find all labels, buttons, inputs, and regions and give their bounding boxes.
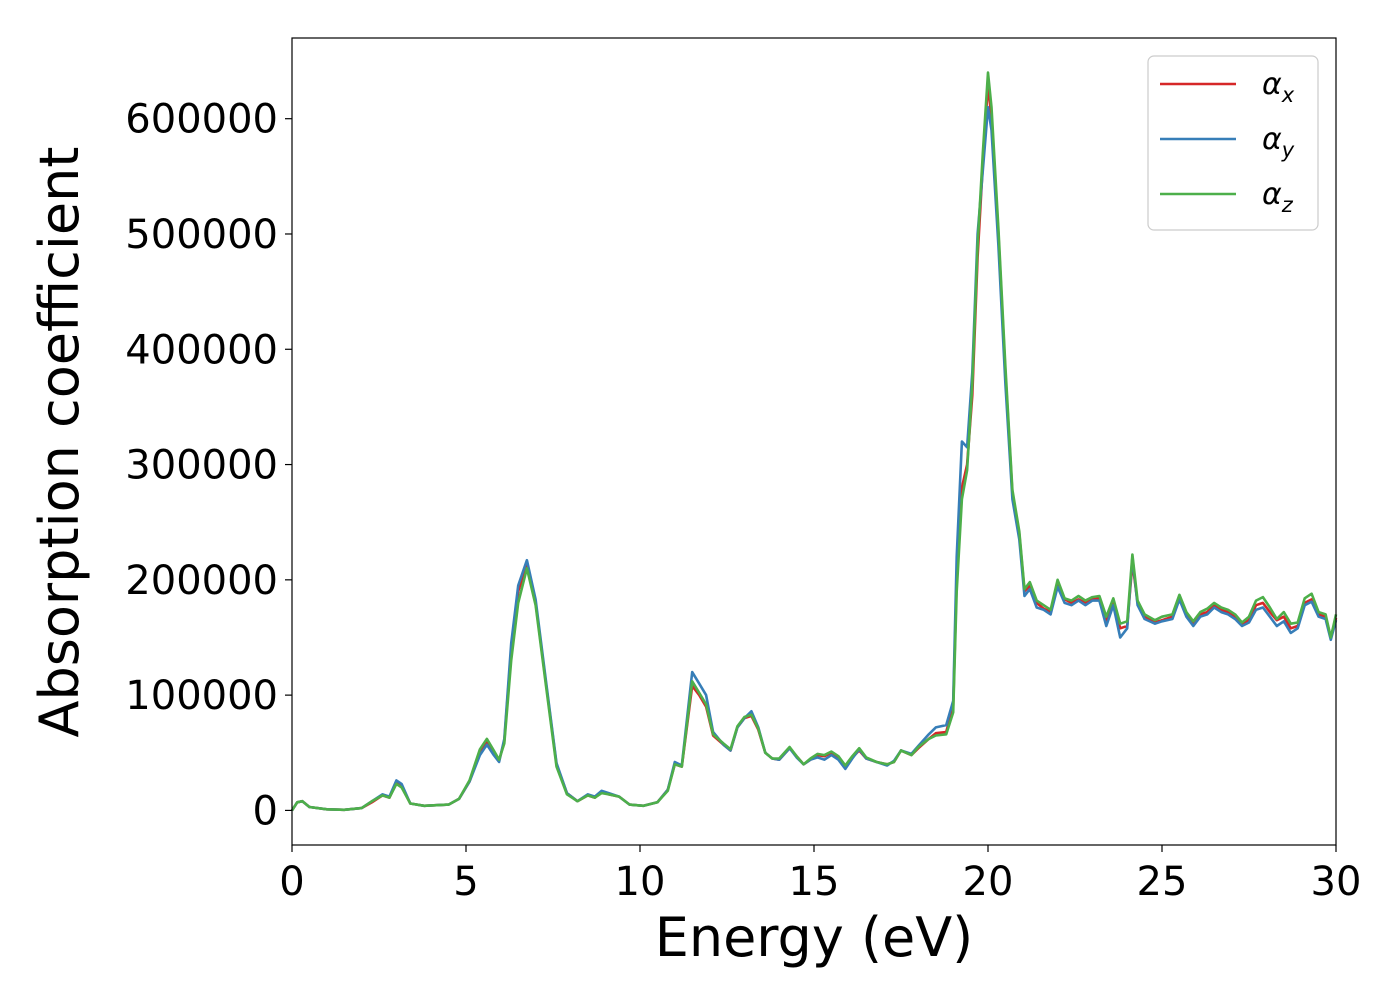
x-tick-label: 20 bbox=[963, 859, 1014, 905]
y-tick-label: 400000 bbox=[125, 327, 278, 373]
x-tick-label: 25 bbox=[1137, 859, 1188, 905]
y-tick-label: 100000 bbox=[125, 673, 278, 719]
legend-subscript: y bbox=[1281, 138, 1295, 162]
x-axis-ticks: 0 5 10 15 20 25 30 bbox=[279, 845, 1361, 905]
y-axis-title: Absorption coefficient bbox=[28, 147, 91, 738]
y-tick-label: 0 bbox=[253, 788, 278, 834]
y-tick-label: 200000 bbox=[125, 558, 278, 604]
x-tick-label: 5 bbox=[453, 859, 478, 905]
x-axis-title: Energy (eV) bbox=[655, 906, 974, 969]
legend-label-x: αx bbox=[1262, 67, 1295, 107]
x-tick-label: 15 bbox=[789, 859, 840, 905]
series-line-z bbox=[290, 71, 1338, 812]
y-tick-label: 300000 bbox=[125, 443, 278, 489]
y-axis-ticks: 0 100000 200000 300000 400000 500000 600000 bbox=[125, 97, 292, 834]
x-tick-label: 10 bbox=[615, 859, 666, 905]
legend-label-y: αy bbox=[1262, 122, 1295, 162]
legend-symbol: α bbox=[1262, 67, 1282, 102]
x-tick-label: 0 bbox=[279, 859, 304, 905]
series-lines bbox=[290, 71, 1338, 812]
legend-symbol: α bbox=[1262, 177, 1282, 212]
legend-subscript: x bbox=[1281, 83, 1295, 107]
legend-box bbox=[1147, 55, 1319, 231]
y-tick-label: 500000 bbox=[125, 212, 278, 258]
y-tick-label: 600000 bbox=[125, 97, 278, 143]
legend-symbol: α bbox=[1262, 122, 1282, 157]
legend-subscript: z bbox=[1281, 193, 1294, 217]
x-tick-label: 30 bbox=[1311, 859, 1362, 905]
legend-label-z: αz bbox=[1262, 177, 1294, 217]
